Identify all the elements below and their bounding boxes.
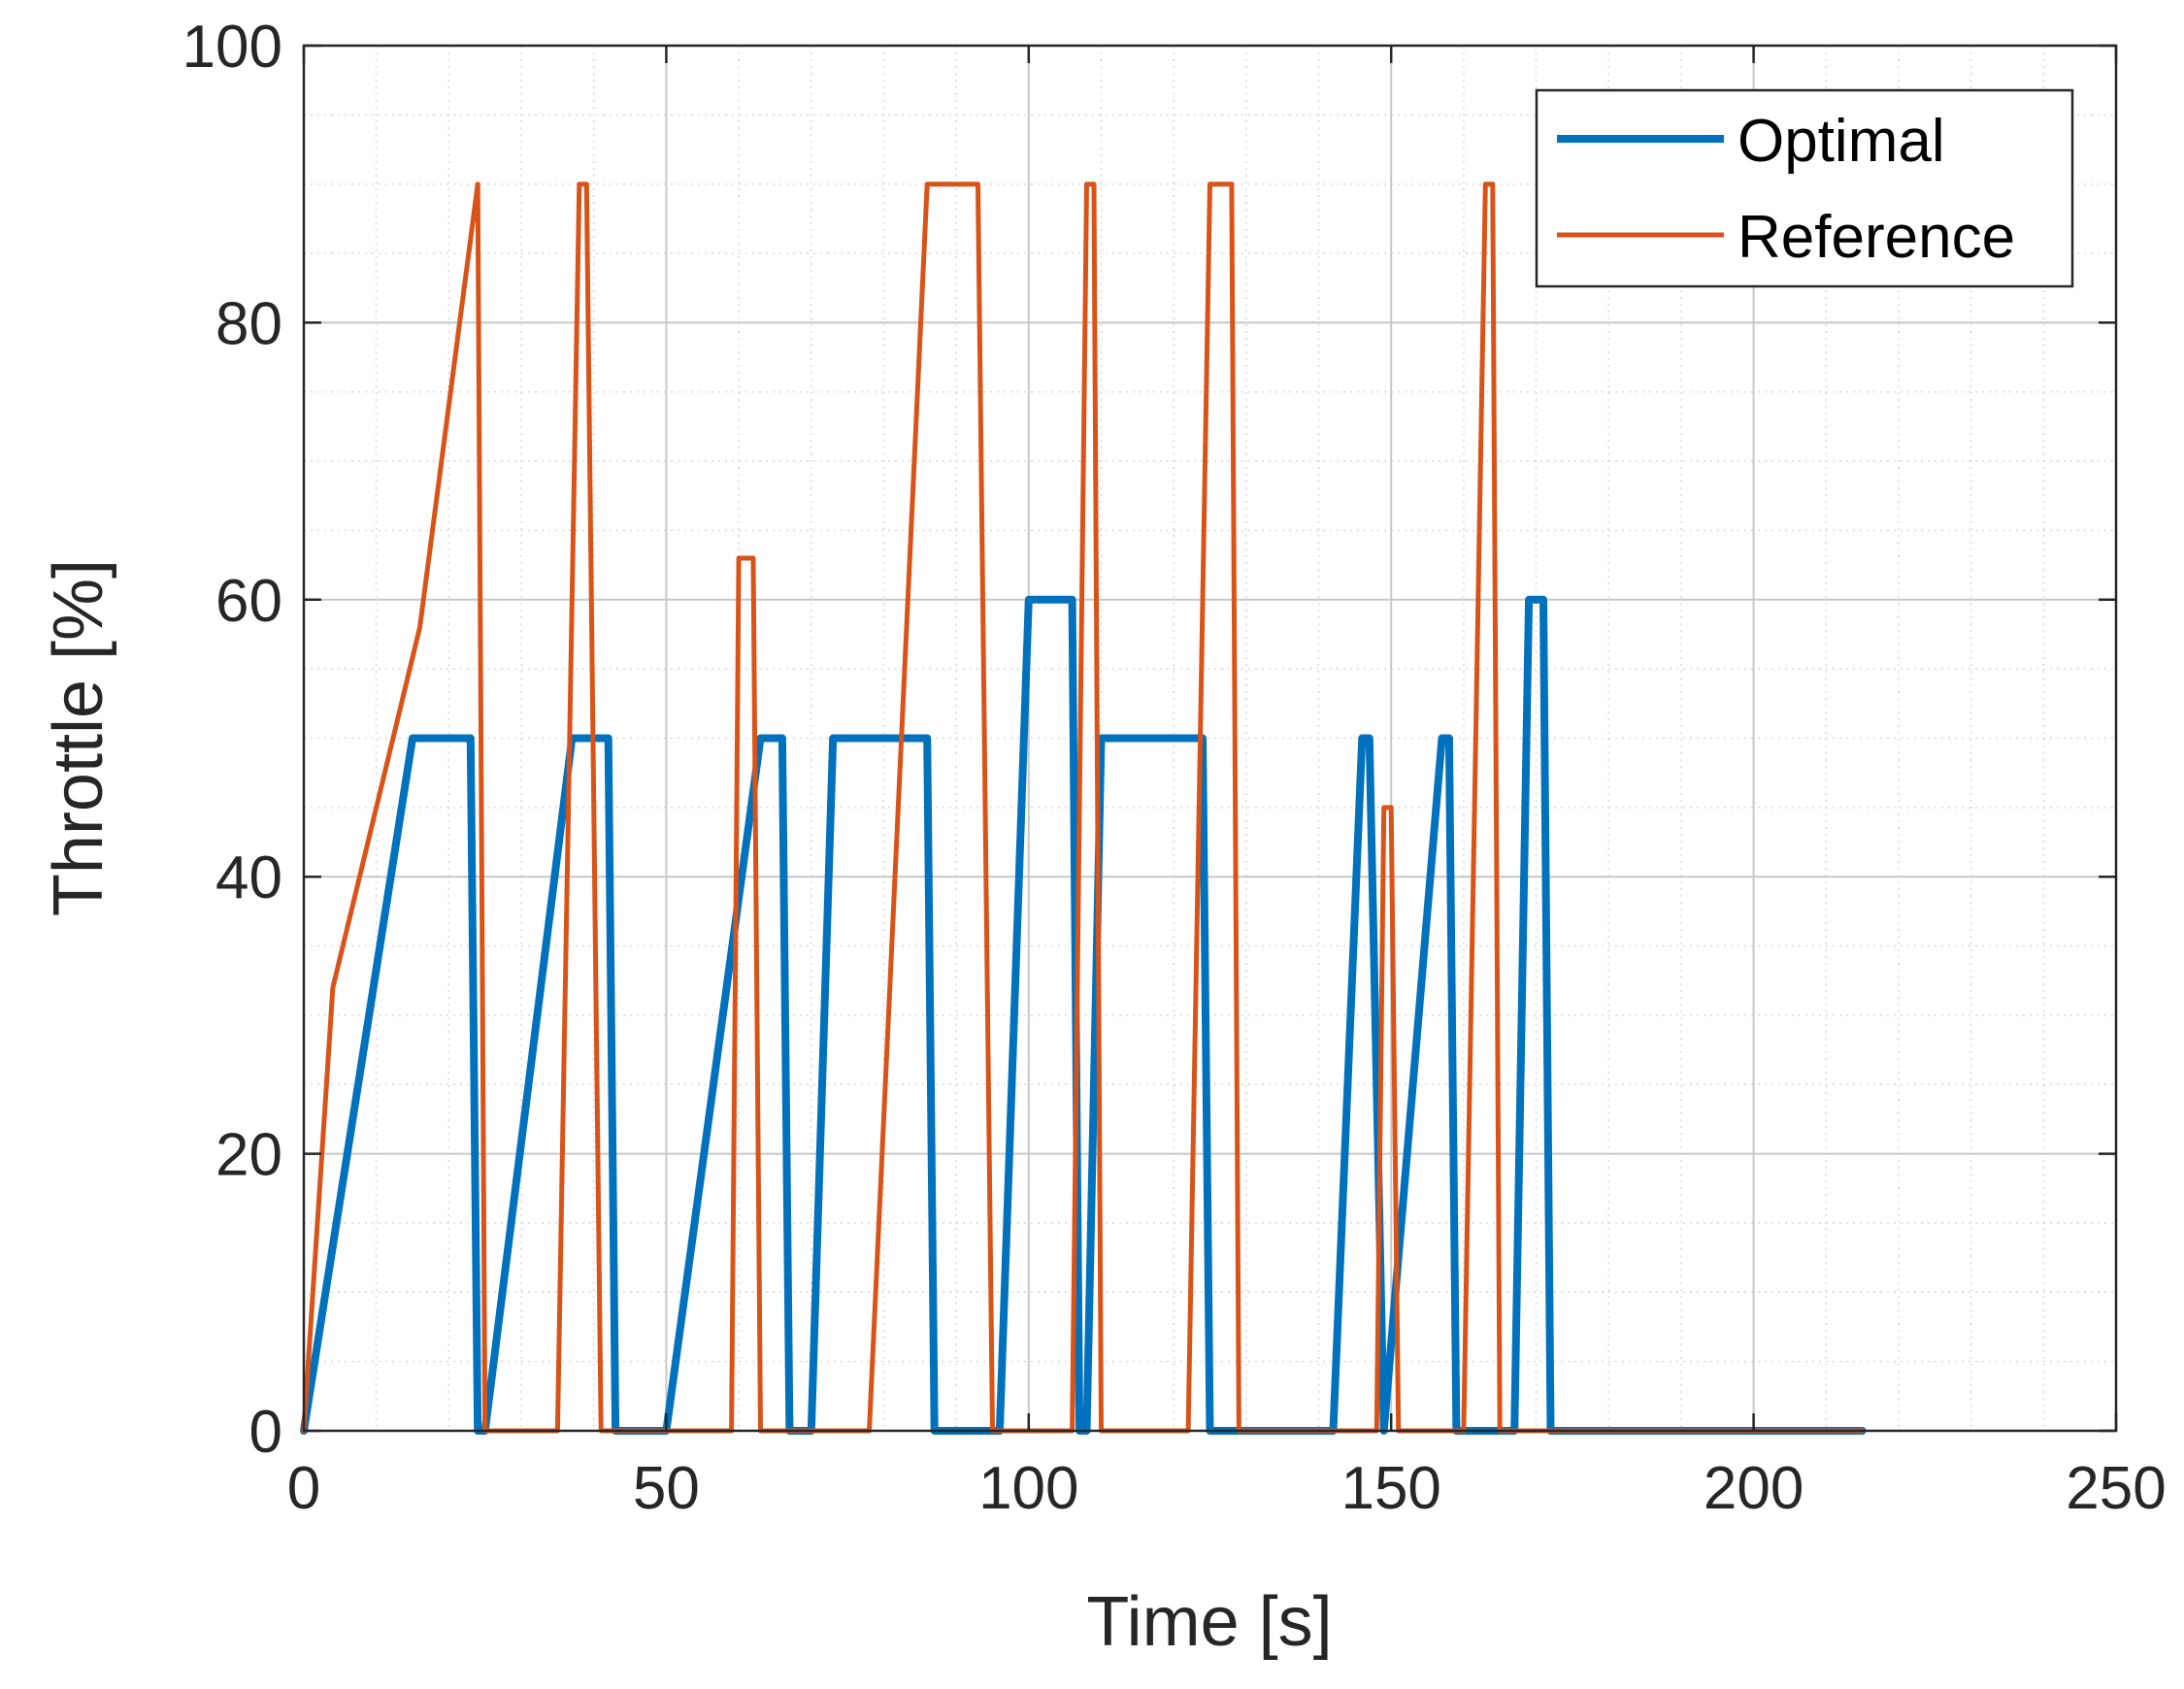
x-tick-label: 250	[2066, 1455, 2166, 1522]
legend-box	[1535, 88, 2074, 288]
x-tick-label: 200	[1704, 1455, 1803, 1522]
x-tick-label: 0	[287, 1455, 320, 1522]
tick-labels: 0 50 100 150 200 250 0 20 40 60 80 100	[182, 14, 2167, 1522]
y-tick-label: 80	[215, 290, 282, 357]
plot-frame	[302, 44, 2118, 1433]
x-axis-title: Time [s]	[1086, 1583, 1332, 1661]
y-tick-label: 20	[215, 1122, 282, 1189]
axis-ticks	[302, 44, 2118, 1433]
legend-label-optimal: Optimal	[1737, 108, 1945, 175]
x-tick-label: 50	[633, 1455, 700, 1522]
y-tick-label: 40	[215, 844, 282, 911]
y-tick-label: 60	[215, 568, 282, 635]
y-axis-title: Throttle [%]	[40, 559, 117, 916]
legend-label-reference: Reference	[1737, 204, 2015, 271]
legend: Optimal Reference	[1535, 88, 2074, 288]
series-line-optimal	[300, 595, 1867, 1435]
y-tick-label: 100	[182, 14, 282, 81]
x-tick-label: 150	[1340, 1455, 1440, 1522]
x-tick-label: 100	[978, 1455, 1078, 1522]
y-tick-label: 0	[249, 1399, 282, 1466]
